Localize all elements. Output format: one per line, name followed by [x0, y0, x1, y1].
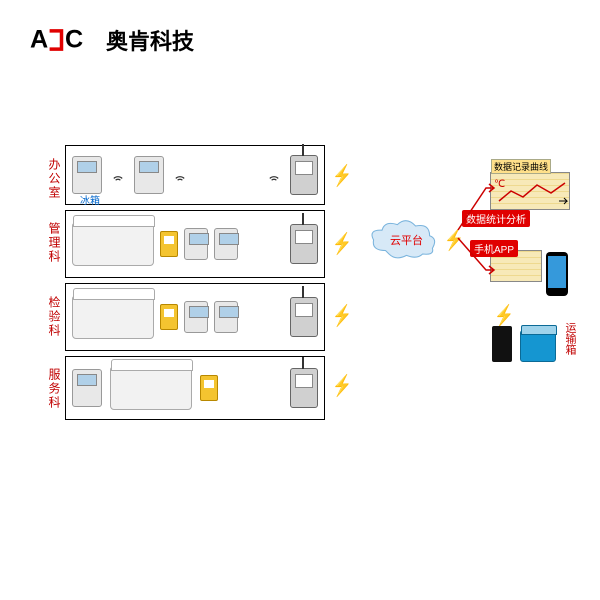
signal-icon: ⚡: [332, 231, 352, 257]
transmitter-icon: [160, 231, 178, 257]
logo-mark: A C: [30, 20, 100, 60]
wifi-icon: [268, 169, 280, 181]
row-label-service: 服务科: [46, 368, 63, 410]
fridge-icon: [72, 156, 102, 194]
signal-icon: ⚡: [332, 373, 352, 399]
fridge-icon: [214, 301, 238, 333]
row-label-mgmt: 管理科: [46, 222, 63, 264]
fridge-icon: [184, 301, 208, 333]
phone-icon: [546, 252, 568, 296]
row-office: [65, 145, 325, 205]
fridge-icon: [184, 228, 208, 260]
fridge-icon: [134, 156, 164, 194]
row-lab: [65, 283, 325, 351]
fridge-icon: [72, 369, 102, 407]
fridge-icon: [214, 228, 238, 260]
cloud-icon: 云平台: [368, 218, 438, 262]
freezer-icon: [110, 366, 192, 410]
signal-icon: ⚡: [332, 163, 352, 189]
brand-logo: A C 奥肯科技: [30, 20, 194, 60]
gateway-icon: [290, 297, 318, 337]
logo-text: 奥肯科技: [106, 24, 194, 56]
row-service: [65, 356, 325, 420]
cooler-icon: [520, 330, 556, 362]
chart-panel: 数据记录曲线 ℃: [490, 172, 570, 210]
svg-text:A: A: [30, 26, 48, 54]
wifi-icon: [112, 169, 124, 181]
svg-text:C: C: [65, 26, 83, 54]
signal-icon: ⚡: [332, 303, 352, 329]
transmitter-icon: [200, 375, 218, 401]
fridge-caption: 冰箱: [80, 192, 100, 207]
transport-label: 运输箱: [562, 322, 578, 355]
gateway-icon: [290, 155, 318, 195]
row-label-lab: 检验科: [46, 296, 63, 338]
gateway-icon: [290, 224, 318, 264]
cloud-label: 云平台: [390, 232, 423, 248]
wifi-icon: [174, 169, 186, 181]
chart-title: 数据记录曲线: [491, 159, 551, 174]
freezer-icon: [72, 222, 154, 266]
freezer-icon: [72, 295, 154, 339]
gateway-icon: [290, 368, 318, 408]
transmitter-icon: [160, 304, 178, 330]
row-label-office: 办公室: [46, 158, 63, 200]
device-icon: [492, 326, 512, 362]
arrow-icon: [456, 180, 496, 290]
row-mgmt: [65, 210, 325, 278]
